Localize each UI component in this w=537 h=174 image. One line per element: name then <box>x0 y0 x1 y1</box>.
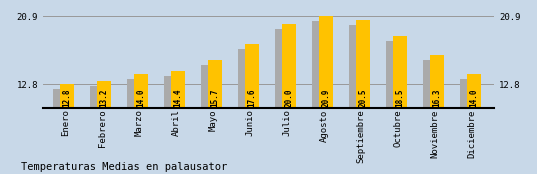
Text: 15.7: 15.7 <box>211 88 220 107</box>
Bar <box>349 25 357 108</box>
Bar <box>53 89 61 108</box>
Bar <box>97 81 111 108</box>
Bar <box>208 60 222 108</box>
Text: 20.9: 20.9 <box>321 88 330 107</box>
Bar <box>319 16 333 108</box>
Bar <box>171 71 185 108</box>
Text: 17.6: 17.6 <box>248 88 256 107</box>
Text: 14.0: 14.0 <box>136 88 146 107</box>
Text: 14.0: 14.0 <box>469 88 478 107</box>
Bar <box>164 76 172 108</box>
Text: 12.8: 12.8 <box>62 88 71 107</box>
Bar <box>386 41 394 108</box>
Bar <box>282 24 296 108</box>
Text: 18.5: 18.5 <box>395 88 404 107</box>
Bar <box>393 36 407 108</box>
Text: 16.3: 16.3 <box>432 88 441 107</box>
Bar <box>460 79 468 108</box>
Text: 20.5: 20.5 <box>358 88 367 107</box>
Bar <box>423 60 431 108</box>
Bar <box>134 74 148 108</box>
Bar <box>201 65 209 108</box>
Bar <box>238 49 246 108</box>
Text: Temperaturas Medias en palausator: Temperaturas Medias en palausator <box>21 162 228 172</box>
Bar <box>467 74 481 108</box>
Bar <box>127 79 135 108</box>
Bar <box>275 29 283 108</box>
Text: 13.2: 13.2 <box>99 88 108 107</box>
Bar <box>60 84 74 108</box>
Bar <box>90 86 98 108</box>
Bar <box>355 19 370 108</box>
Bar <box>245 44 259 108</box>
Text: 14.4: 14.4 <box>173 88 183 107</box>
Text: 20.0: 20.0 <box>284 88 293 107</box>
Bar <box>312 21 320 108</box>
Bar <box>430 55 444 108</box>
